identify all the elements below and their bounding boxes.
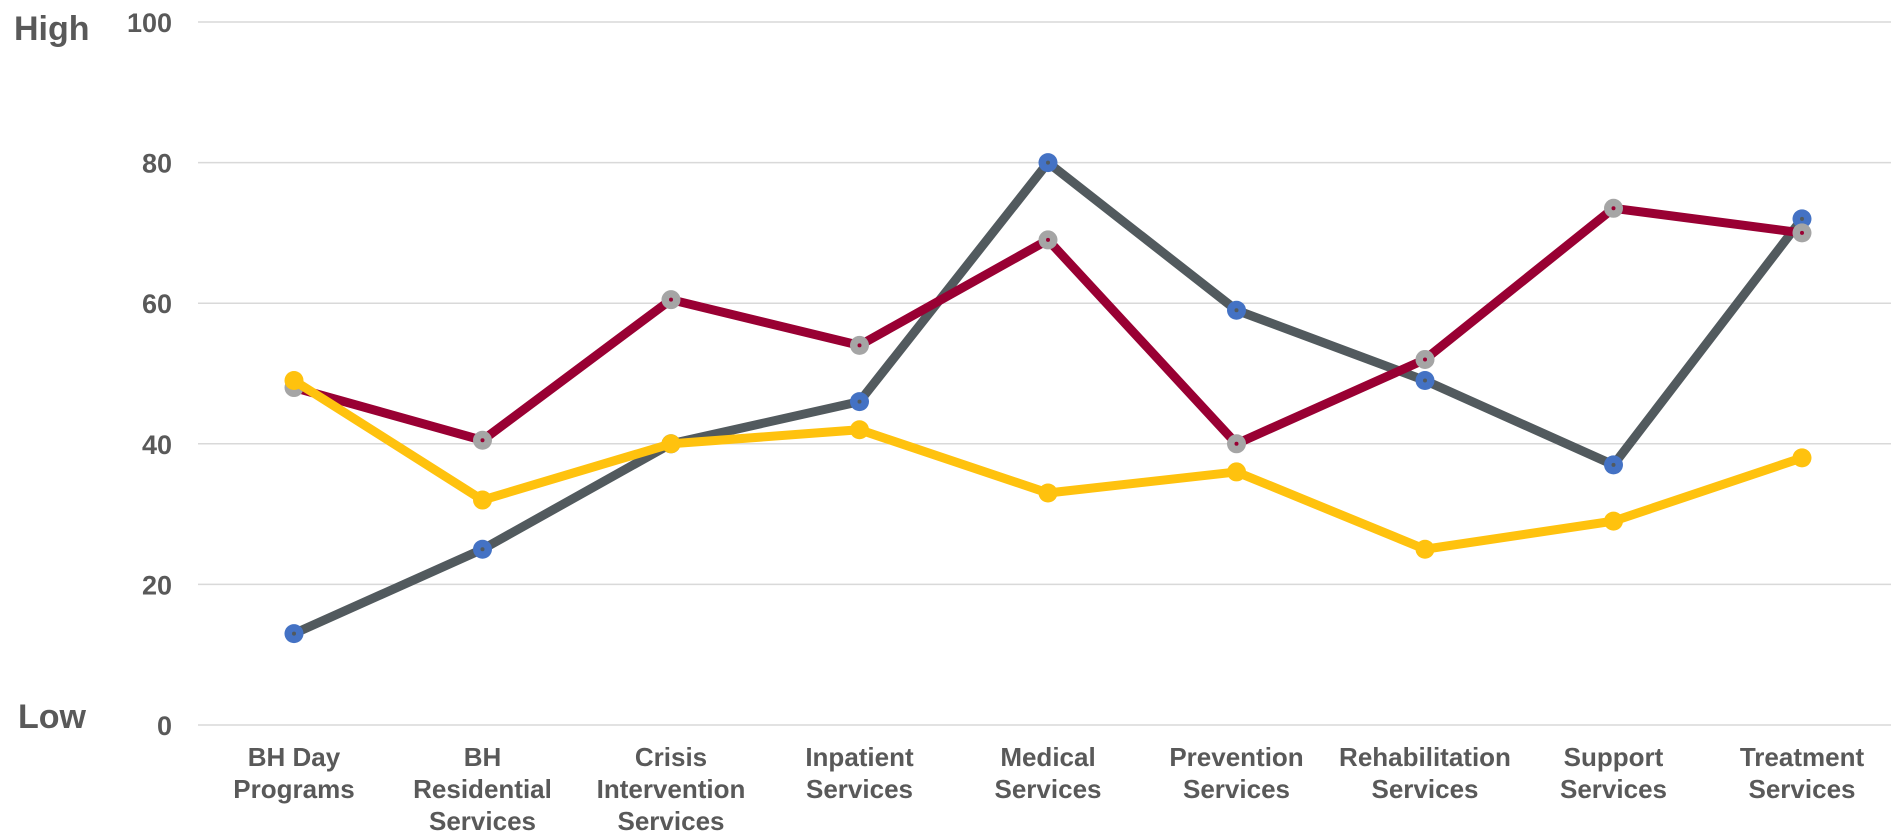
data-point <box>850 420 869 440</box>
data-point-center <box>1234 308 1239 313</box>
x-tick-label-line: Treatment <box>1740 742 1865 772</box>
x-tick-label-line: Rehabilitation <box>1339 742 1511 772</box>
data-point-center <box>1800 230 1804 235</box>
x-tick-label-line: Services <box>429 806 536 835</box>
y-tick-label: 40 <box>142 430 172 460</box>
series-lines <box>284 153 1812 644</box>
x-tick-label: Rehabilitation Services <box>1339 742 1511 804</box>
x-tick-label-line: Crisis <box>635 742 707 772</box>
y-tick-label: 20 <box>142 570 172 600</box>
data-point-center <box>480 547 485 552</box>
x-tick-label-line: Services <box>1749 774 1856 804</box>
series-3 <box>284 371 1812 559</box>
series-1 <box>284 153 1812 644</box>
y-tick-label: 80 <box>142 149 172 179</box>
gridlines <box>198 21 1891 726</box>
data-point <box>473 490 492 510</box>
y-tick-label: 100 <box>127 8 172 38</box>
x-tick-label-line: Services <box>806 774 913 804</box>
x-tick-label-line: Intervention <box>597 774 746 804</box>
x-tick-label: Inpatient Services <box>805 742 914 804</box>
x-tick-label: BH Day Programs <box>233 742 354 804</box>
data-point-center <box>1046 237 1050 242</box>
data-point <box>284 371 304 391</box>
data-point-center <box>1800 216 1804 221</box>
data-point-center <box>292 631 296 636</box>
data-point <box>1604 511 1623 531</box>
y-low-label: Low <box>18 698 87 736</box>
y-tick-label: 0 <box>157 711 172 741</box>
x-tick-label-line: Inpatient <box>805 742 914 772</box>
x-tick-label: Prevention Services <box>1169 742 1303 804</box>
data-point-center <box>1611 206 1616 211</box>
x-tick-label: Medical Services <box>995 742 1102 804</box>
x-tick-label-line: Support <box>1564 742 1664 772</box>
data-point-center <box>669 297 673 302</box>
x-tick-label: Crisis Intervention Services <box>597 742 746 835</box>
data-point <box>1415 539 1435 559</box>
x-tick-label: Support Services <box>1560 742 1667 804</box>
x-tick-label: BH Residential Services <box>413 742 552 835</box>
x-tick-label-line: Services <box>1560 774 1667 804</box>
data-point-center <box>1611 462 1616 467</box>
x-tick-label-line: Services <box>995 774 1102 804</box>
data-point <box>661 434 681 454</box>
y-tick-label: 60 <box>142 289 172 319</box>
data-point <box>1792 448 1812 468</box>
data-point <box>1038 483 1058 503</box>
data-point-center <box>857 399 862 404</box>
data-point-center <box>480 438 485 443</box>
x-tick-label-line: Residential <box>413 774 552 804</box>
x-tick-label-line: BH Day <box>248 742 341 772</box>
data-point-center <box>1423 357 1427 362</box>
x-tick-label-line: Prevention <box>1169 742 1303 772</box>
x-tick-label-line: Programs <box>233 774 354 804</box>
x-tick-label: Treatment Services <box>1740 742 1865 804</box>
x-tick-label-line: Medical <box>1000 742 1095 772</box>
data-point-center <box>1046 160 1050 165</box>
x-tick-label-line: Services <box>1183 774 1290 804</box>
x-tick-label-line: Services <box>1372 774 1479 804</box>
y-high-label: High <box>14 10 90 48</box>
y-axis-ticks: 0 20 40 60 80 100 <box>127 8 172 741</box>
x-tick-label-line: Services <box>618 806 725 835</box>
x-tick-label-line: BH <box>464 742 502 772</box>
series-2 <box>284 198 1812 454</box>
data-point-center <box>1423 378 1427 383</box>
data-point <box>1227 462 1246 482</box>
data-point-center <box>1234 441 1239 446</box>
data-point-center <box>857 343 862 348</box>
